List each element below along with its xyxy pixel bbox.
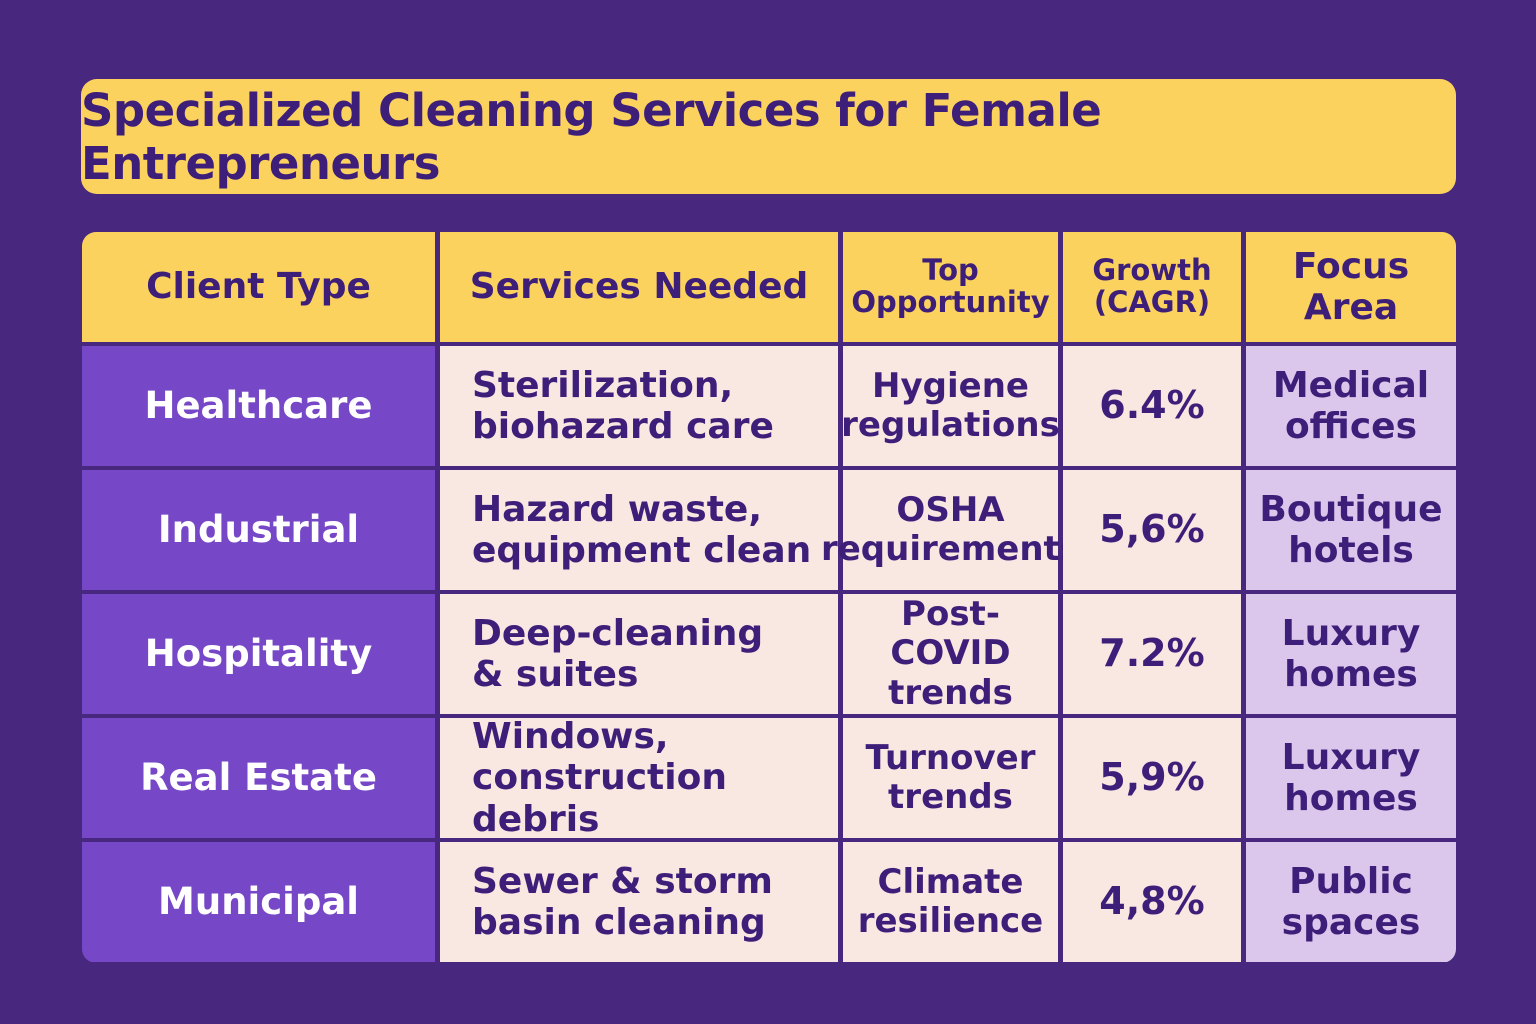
header-services-needed: Services Needed — [440, 232, 838, 342]
services-table: Client Type Services Needed Top Opportunit… — [82, 232, 1456, 963]
client-type-cell: Healthcare — [82, 346, 435, 466]
growth-cell: 6.4% — [1063, 346, 1241, 466]
opportunity-cell: Turnover trends — [843, 718, 1058, 838]
header-focus-area: Focus Area — [1246, 232, 1456, 342]
focus-area-cell: Boutique hotels — [1246, 470, 1456, 590]
services-cell: Sterilization, biohazard care — [440, 346, 838, 466]
client-type-cell: Real Estate — [82, 718, 435, 838]
focus-area-cell: Luxury homes — [1246, 594, 1456, 714]
focus-area-cell: Public spaces — [1246, 842, 1456, 962]
growth-cell: 5,6% — [1063, 470, 1241, 590]
opportunity-cell: OSHA requirements — [821, 470, 1080, 590]
opportunity-cell: Post-COVID trends — [843, 594, 1058, 714]
services-cell: Deep-cleaning & suites — [440, 594, 838, 714]
opportunity-cell: Hygiene regulations — [841, 346, 1060, 466]
header-top-opportunity: Top Opportunity — [843, 232, 1058, 342]
client-type-cell: Hospitality — [82, 594, 435, 714]
growth-cell: 7.2% — [1063, 594, 1241, 714]
header-growth: Growth (CAGR) — [1063, 232, 1241, 342]
focus-area-cell: Medical offices — [1246, 346, 1456, 466]
page-title: Specialized Cleaning Services for Female… — [81, 79, 1456, 194]
services-cell: Sewer & storm basin cleaning — [440, 842, 838, 962]
growth-cell: 4,8% — [1063, 842, 1241, 962]
opportunity-cell: Climate resilience — [843, 842, 1058, 962]
services-cell: Hazard waste, equipment clean — [440, 470, 838, 590]
services-cell: Windows, construction debris — [440, 716, 838, 840]
client-type-cell: Municipal — [82, 842, 435, 962]
header-client-type: Client Type — [82, 232, 435, 342]
client-type-cell: Industrial — [82, 470, 435, 590]
growth-cell: 5,9% — [1063, 718, 1241, 838]
focus-area-cell: Luxury homes — [1246, 718, 1456, 838]
